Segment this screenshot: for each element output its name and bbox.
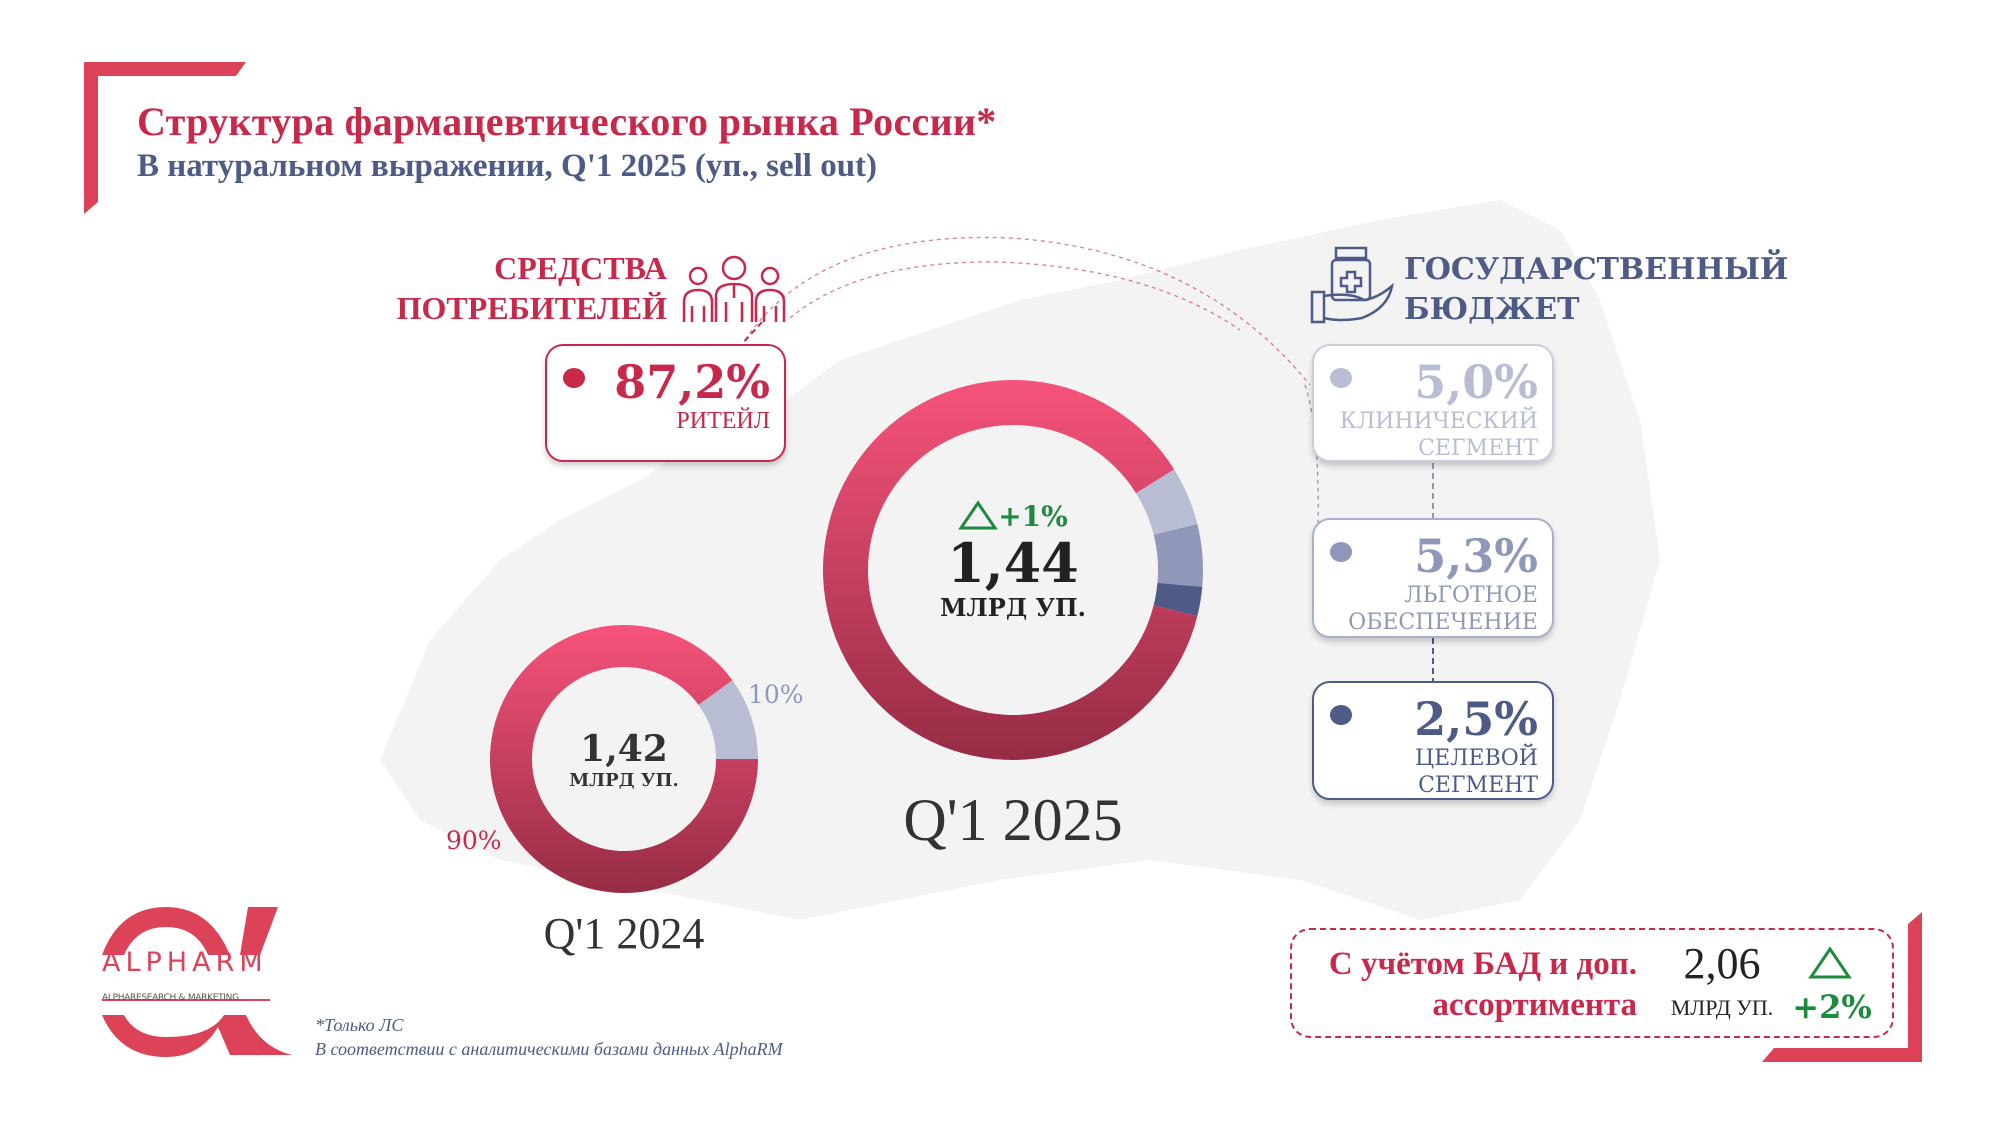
clinical-segment-box: 5,0% КЛИНИЧЕСКИЙ СЕГМЕНТ (1312, 344, 1554, 462)
total-value: 1,42 (580, 728, 668, 770)
page-subtitle: В натуральном выражении, Q'1 2025 (уп., … (137, 148, 878, 184)
q1-2025-label: Q'1 2025 (903, 787, 1123, 853)
supplements-value: 2,06 (1683, 939, 1761, 988)
retail-label: РИТЕЙЛ (676, 408, 770, 434)
consumer-heading: СРЕДСТВА ПОТРЕБИТЕЛЕЙ (397, 248, 667, 328)
logo-tagline: ALPHARESEARCH & MARKETING (102, 993, 239, 1003)
clinical-label: СЕГМЕНТ (1418, 436, 1538, 461)
page-title: Структура фармацевтического рынка России… (137, 99, 997, 144)
footnote-2: В соответствии с аналитическими базами д… (315, 1039, 783, 1059)
retail-value: 87,2% (614, 355, 770, 409)
preferential-legend-dot (1330, 542, 1352, 562)
government-heading: ГОСУДАРСТВЕННЫЙ БЮДЖЕТ (1404, 250, 1788, 330)
total-unit: МЛРД УП. (569, 770, 679, 791)
preferential-value: 5,3% (1414, 529, 1538, 583)
data-label-90: 90% (446, 826, 502, 855)
clinical-value: 5,0% (1414, 355, 1538, 409)
supplements-box: С учётом БАД и доп. ассортимента 2,06 МЛ… (1290, 928, 1894, 1038)
government-heading-line1: ГОСУДАРСТВЕННЫЙ (1404, 252, 1789, 287)
consumer-heading-line2: ПОТРЕБИТЕЛЕЙ (396, 290, 667, 326)
data-label-10: 10% (748, 680, 804, 709)
q1-2024-center: 1,42 МЛРД УП. (544, 728, 704, 791)
change-value: +1% (998, 500, 1068, 533)
logo-name: ALPHARM (102, 947, 268, 978)
alpha-logo-icon (102, 907, 292, 1057)
supplements-label-line2: ассортимента (1432, 987, 1637, 1023)
q1-2024-label: Q'1 2024 (543, 909, 705, 958)
donut-slice-государственный-бюджет (698, 680, 758, 759)
clinical-legend-dot (1330, 368, 1352, 388)
targeted-legend-dot (1330, 705, 1352, 725)
preferential-label: ОБЕСПЕЧЕНИЕ (1348, 610, 1538, 635)
q1-2025-center: +1% 1,44 МЛРД УП. (913, 500, 1113, 622)
targeted-label: СЕГМЕНТ (1418, 773, 1538, 798)
clinical-label: КЛИНИЧЕСКИЙ (1339, 409, 1538, 434)
donut-slice-целевой-сегмент (1153, 582, 1203, 617)
triangle-up-icon (1808, 946, 1852, 979)
supplements-change: +2% (1792, 988, 1872, 1026)
connector-line (744, 236, 1311, 386)
triangle-up-icon (958, 500, 999, 530)
people-icon (682, 255, 786, 322)
supplements-unit: МЛРД УП. (1670, 995, 1774, 1020)
footnotes: *Только ЛС В соответствии с аналитически… (315, 1013, 783, 1061)
preferential-label: ЛЬГОТНОЕ (1404, 583, 1538, 608)
supplements-label-line1: С учётом БАД и доп. (1328, 946, 1637, 982)
donut-slice-клинический-сегмент (1135, 469, 1198, 535)
preferential-box: 5,3% ЛЬГОТНОЕ ОБЕСПЕЧЕНИЕ (1312, 518, 1554, 638)
total-value: 1,44 (947, 531, 1079, 595)
donut-slice-льготное-обеспечение (1153, 524, 1203, 587)
donut-slice-средства-потребителей (490, 625, 758, 893)
change-badge: +1% (913, 500, 1113, 533)
medicine-in-hand-icon (1310, 246, 1394, 324)
retail-legend-dot (563, 368, 585, 388)
targeted-value: 2,5% (1414, 692, 1538, 746)
retail-box: 87,2% РИТЕЙЛ (545, 344, 786, 462)
alpharm-logo: ALPHARM ALPHARESEARCH & MARKETING (100, 897, 300, 1057)
total-unit: МЛРД УП. (939, 593, 1087, 622)
government-heading-line2: БЮДЖЕТ (1404, 292, 1580, 327)
targeted-label: ЦЕЛЕВОЙ (1414, 746, 1538, 771)
footnote-1: *Только ЛС (315, 1015, 404, 1035)
consumer-heading-line1: СРЕДСТВА (494, 250, 667, 286)
supplements-label: С учётом БАД и доп. ассортимента (1292, 944, 1637, 1026)
targeted-segment-box: 2,5% ЦЕЛЕВОЙ СЕГМЕНТ (1312, 681, 1554, 800)
